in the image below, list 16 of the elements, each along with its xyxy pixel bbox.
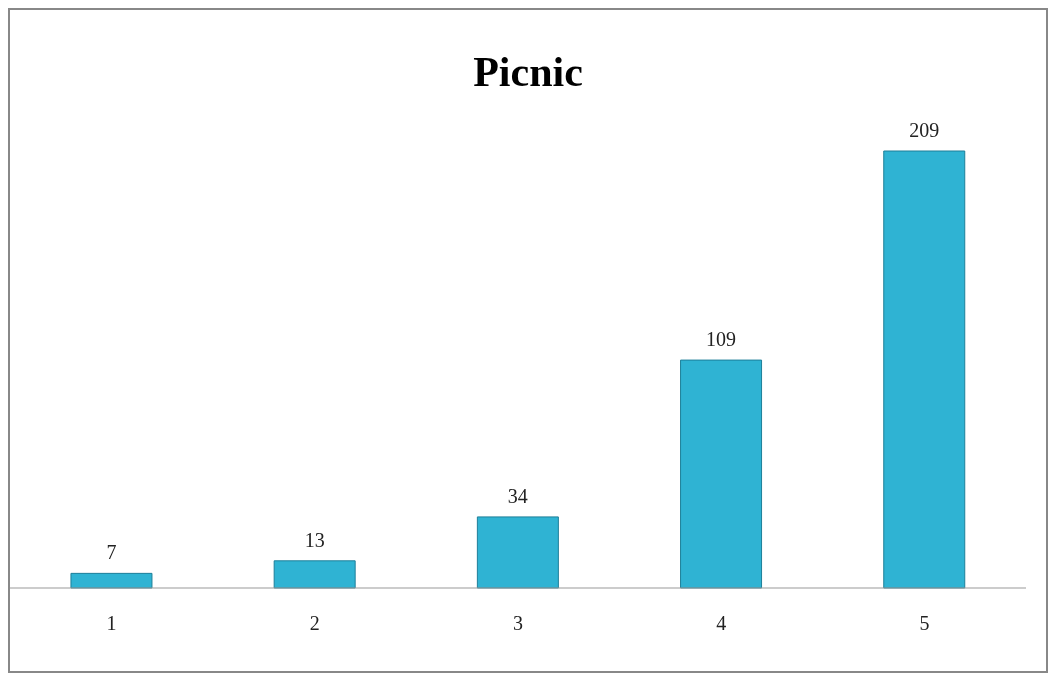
x-tick-label: 1	[106, 612, 117, 635]
data-label: 13	[304, 528, 325, 551]
data-label: 34	[507, 484, 528, 507]
chart-title: Picnic	[472, 48, 584, 97]
bar	[476, 516, 559, 589]
bar	[70, 572, 153, 589]
bar	[680, 359, 763, 589]
x-tick-label: 2	[309, 612, 320, 635]
data-label: 7	[106, 541, 117, 564]
x-tick-label: 4	[716, 612, 727, 635]
bar	[883, 150, 966, 589]
data-label: 209	[909, 119, 940, 141]
x-tick-label: 3	[513, 612, 523, 635]
data-label: 109	[706, 328, 737, 351]
bar	[273, 560, 356, 589]
x-tick-label: 5	[919, 612, 930, 635]
